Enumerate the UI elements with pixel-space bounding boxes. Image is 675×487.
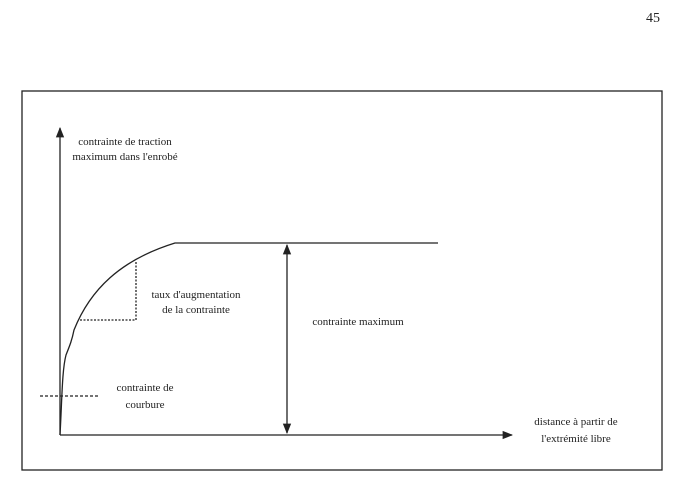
- y-axis-label: maximum dans l'enrobé: [72, 151, 177, 163]
- max-label: contrainte maximum: [312, 316, 404, 328]
- rate-label: taux d'augmentation: [151, 289, 241, 301]
- x-axis-label: l'extrémité libre: [541, 433, 611, 445]
- x-axis-label: distance à partir de: [534, 416, 617, 428]
- rate-tangent: [80, 262, 137, 321]
- y-axis-label: contrainte de traction: [78, 136, 172, 148]
- stress-curve: [59, 242, 438, 436]
- figure-frame: [21, 90, 663, 471]
- rate-label: de la contrainte: [162, 304, 230, 316]
- bending-label: contrainte de: [116, 382, 173, 394]
- page-number: 45: [646, 11, 660, 26]
- bending-label: courbure: [125, 399, 164, 411]
